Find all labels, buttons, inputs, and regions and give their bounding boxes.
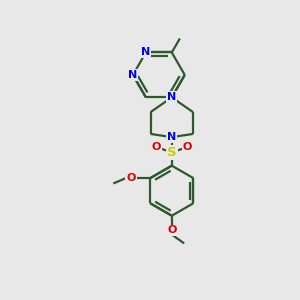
Text: O: O — [167, 225, 176, 236]
Text: N: N — [167, 132, 176, 142]
Text: O: O — [152, 142, 161, 152]
Text: N: N — [167, 92, 176, 102]
Text: N: N — [141, 47, 151, 58]
Text: O: O — [182, 142, 192, 152]
Text: N: N — [128, 70, 137, 80]
Text: S: S — [167, 146, 177, 159]
Text: O: O — [126, 173, 136, 183]
